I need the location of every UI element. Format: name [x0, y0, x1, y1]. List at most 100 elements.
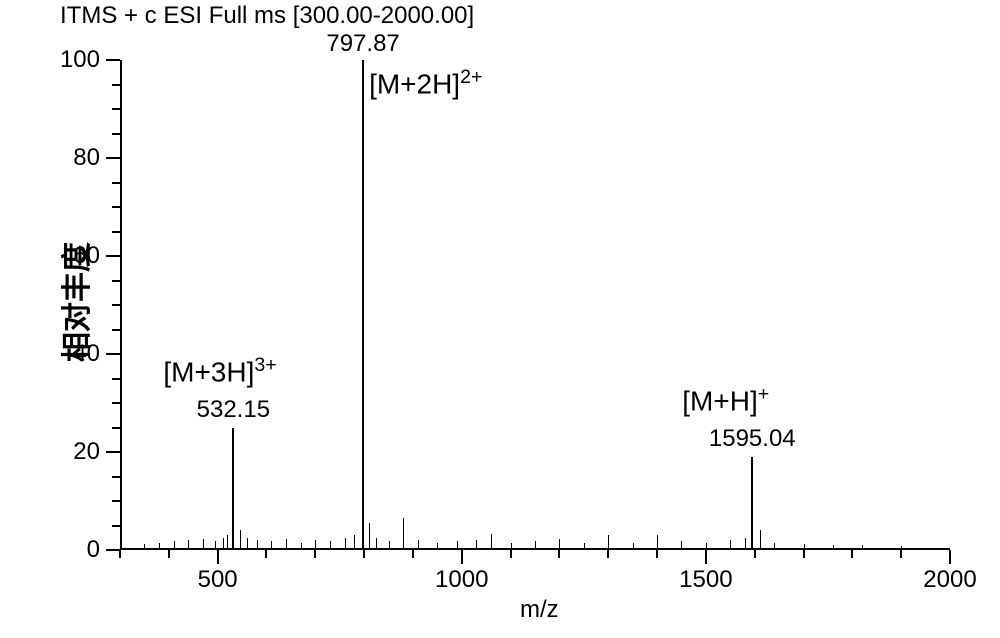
noise-peak — [345, 538, 346, 550]
x-tick-label: 2000 — [910, 566, 990, 594]
noise-peak — [535, 541, 536, 550]
y-minor-tick — [112, 329, 120, 331]
x-minor-tick — [168, 550, 170, 558]
y-major-tick — [106, 59, 120, 61]
x-minor-tick — [900, 550, 902, 558]
x-major-tick — [949, 550, 951, 564]
y-minor-tick — [112, 84, 120, 86]
noise-peak — [633, 543, 634, 550]
noise-peak — [330, 541, 331, 550]
plot-area — [120, 60, 950, 550]
spectrum-peak — [232, 428, 234, 551]
noise-peak — [376, 538, 377, 550]
y-major-tick — [106, 451, 120, 453]
noise-peak — [862, 545, 863, 550]
y-minor-tick — [112, 280, 120, 282]
y-tick-label: 60 — [50, 242, 100, 270]
x-minor-tick — [851, 550, 853, 558]
x-minor-tick — [656, 550, 658, 558]
x-minor-tick — [803, 550, 805, 558]
x-major-tick — [217, 550, 219, 564]
peak-annotation: [M+3H]3+ — [163, 354, 276, 388]
x-major-tick — [461, 550, 463, 564]
y-minor-tick — [112, 402, 120, 404]
noise-peak — [706, 543, 707, 550]
noise-peak — [476, 540, 477, 550]
x-minor-tick — [558, 550, 560, 558]
noise-peak — [315, 540, 316, 550]
y-minor-tick — [112, 476, 120, 478]
noise-peak — [159, 543, 160, 550]
noise-peak — [223, 538, 224, 550]
x-minor-tick — [412, 550, 414, 558]
y-tick-label: 100 — [50, 46, 100, 74]
x-minor-tick — [510, 550, 512, 558]
y-tick-label: 0 — [50, 536, 100, 564]
noise-peak — [730, 540, 731, 550]
noise-peak — [144, 544, 145, 550]
noise-peak — [247, 538, 248, 550]
noise-peak — [584, 543, 585, 550]
noise-peak — [511, 543, 512, 550]
y-minor-tick — [112, 182, 120, 184]
y-major-tick — [106, 353, 120, 355]
x-minor-tick — [265, 550, 267, 558]
x-minor-tick — [119, 550, 121, 558]
y-minor-tick — [112, 231, 120, 233]
peak-mz-label: 532.15 — [178, 396, 288, 424]
noise-peak — [257, 540, 258, 550]
noise-peak — [203, 539, 204, 550]
y-minor-tick — [112, 427, 120, 429]
noise-peak — [369, 523, 370, 550]
noise-peak — [418, 540, 419, 550]
y-major-tick — [106, 549, 120, 551]
y-tick-label: 80 — [50, 144, 100, 172]
noise-peak — [901, 546, 902, 550]
x-axis-label: m/z — [520, 596, 559, 624]
noise-peak — [833, 545, 834, 550]
y-major-tick — [106, 157, 120, 159]
x-minor-tick — [607, 550, 609, 558]
spectrum-peak — [751, 457, 753, 550]
noise-peak — [215, 541, 216, 550]
y-minor-tick — [112, 378, 120, 380]
noise-peak — [437, 543, 438, 550]
x-tick-label: 500 — [178, 566, 258, 594]
x-major-tick — [705, 550, 707, 564]
noise-peak — [271, 541, 272, 550]
x-minor-tick — [314, 550, 316, 558]
y-minor-tick — [112, 525, 120, 527]
noise-peak — [657, 535, 658, 550]
noise-peak — [774, 543, 775, 550]
y-major-tick — [106, 255, 120, 257]
chart-container: ITMS + c ESI Full ms [300.00-2000.00] 相对… — [0, 0, 1000, 638]
noise-peak — [760, 530, 761, 550]
noise-peak — [174, 541, 175, 550]
noise-peak — [389, 541, 390, 550]
peak-annotation: [M+H]+ — [682, 383, 769, 417]
x-tick-label: 1500 — [666, 566, 746, 594]
noise-peak — [559, 539, 560, 550]
peak-mz-label: 1595.04 — [697, 425, 807, 453]
peak-annotation: [M+2H]2+ — [369, 66, 482, 100]
noise-peak — [227, 535, 228, 550]
noise-peak — [188, 540, 189, 550]
noise-peak — [240, 530, 241, 550]
noise-peak — [491, 534, 492, 550]
y-minor-tick — [112, 108, 120, 110]
noise-peak — [354, 535, 355, 550]
noise-peak — [301, 543, 302, 550]
noise-peak — [681, 541, 682, 550]
noise-peak — [745, 538, 746, 550]
y-minor-tick — [112, 133, 120, 135]
x-tick-label: 1000 — [422, 566, 502, 594]
y-minor-tick — [112, 500, 120, 502]
scan-header: ITMS + c ESI Full ms [300.00-2000.00] — [60, 2, 474, 30]
noise-peak — [804, 544, 805, 550]
noise-peak — [457, 541, 458, 550]
spectrum-peak — [362, 60, 364, 550]
noise-peak — [286, 539, 287, 550]
y-tick-label: 40 — [50, 340, 100, 368]
noise-peak — [403, 518, 404, 550]
y-minor-tick — [112, 206, 120, 208]
